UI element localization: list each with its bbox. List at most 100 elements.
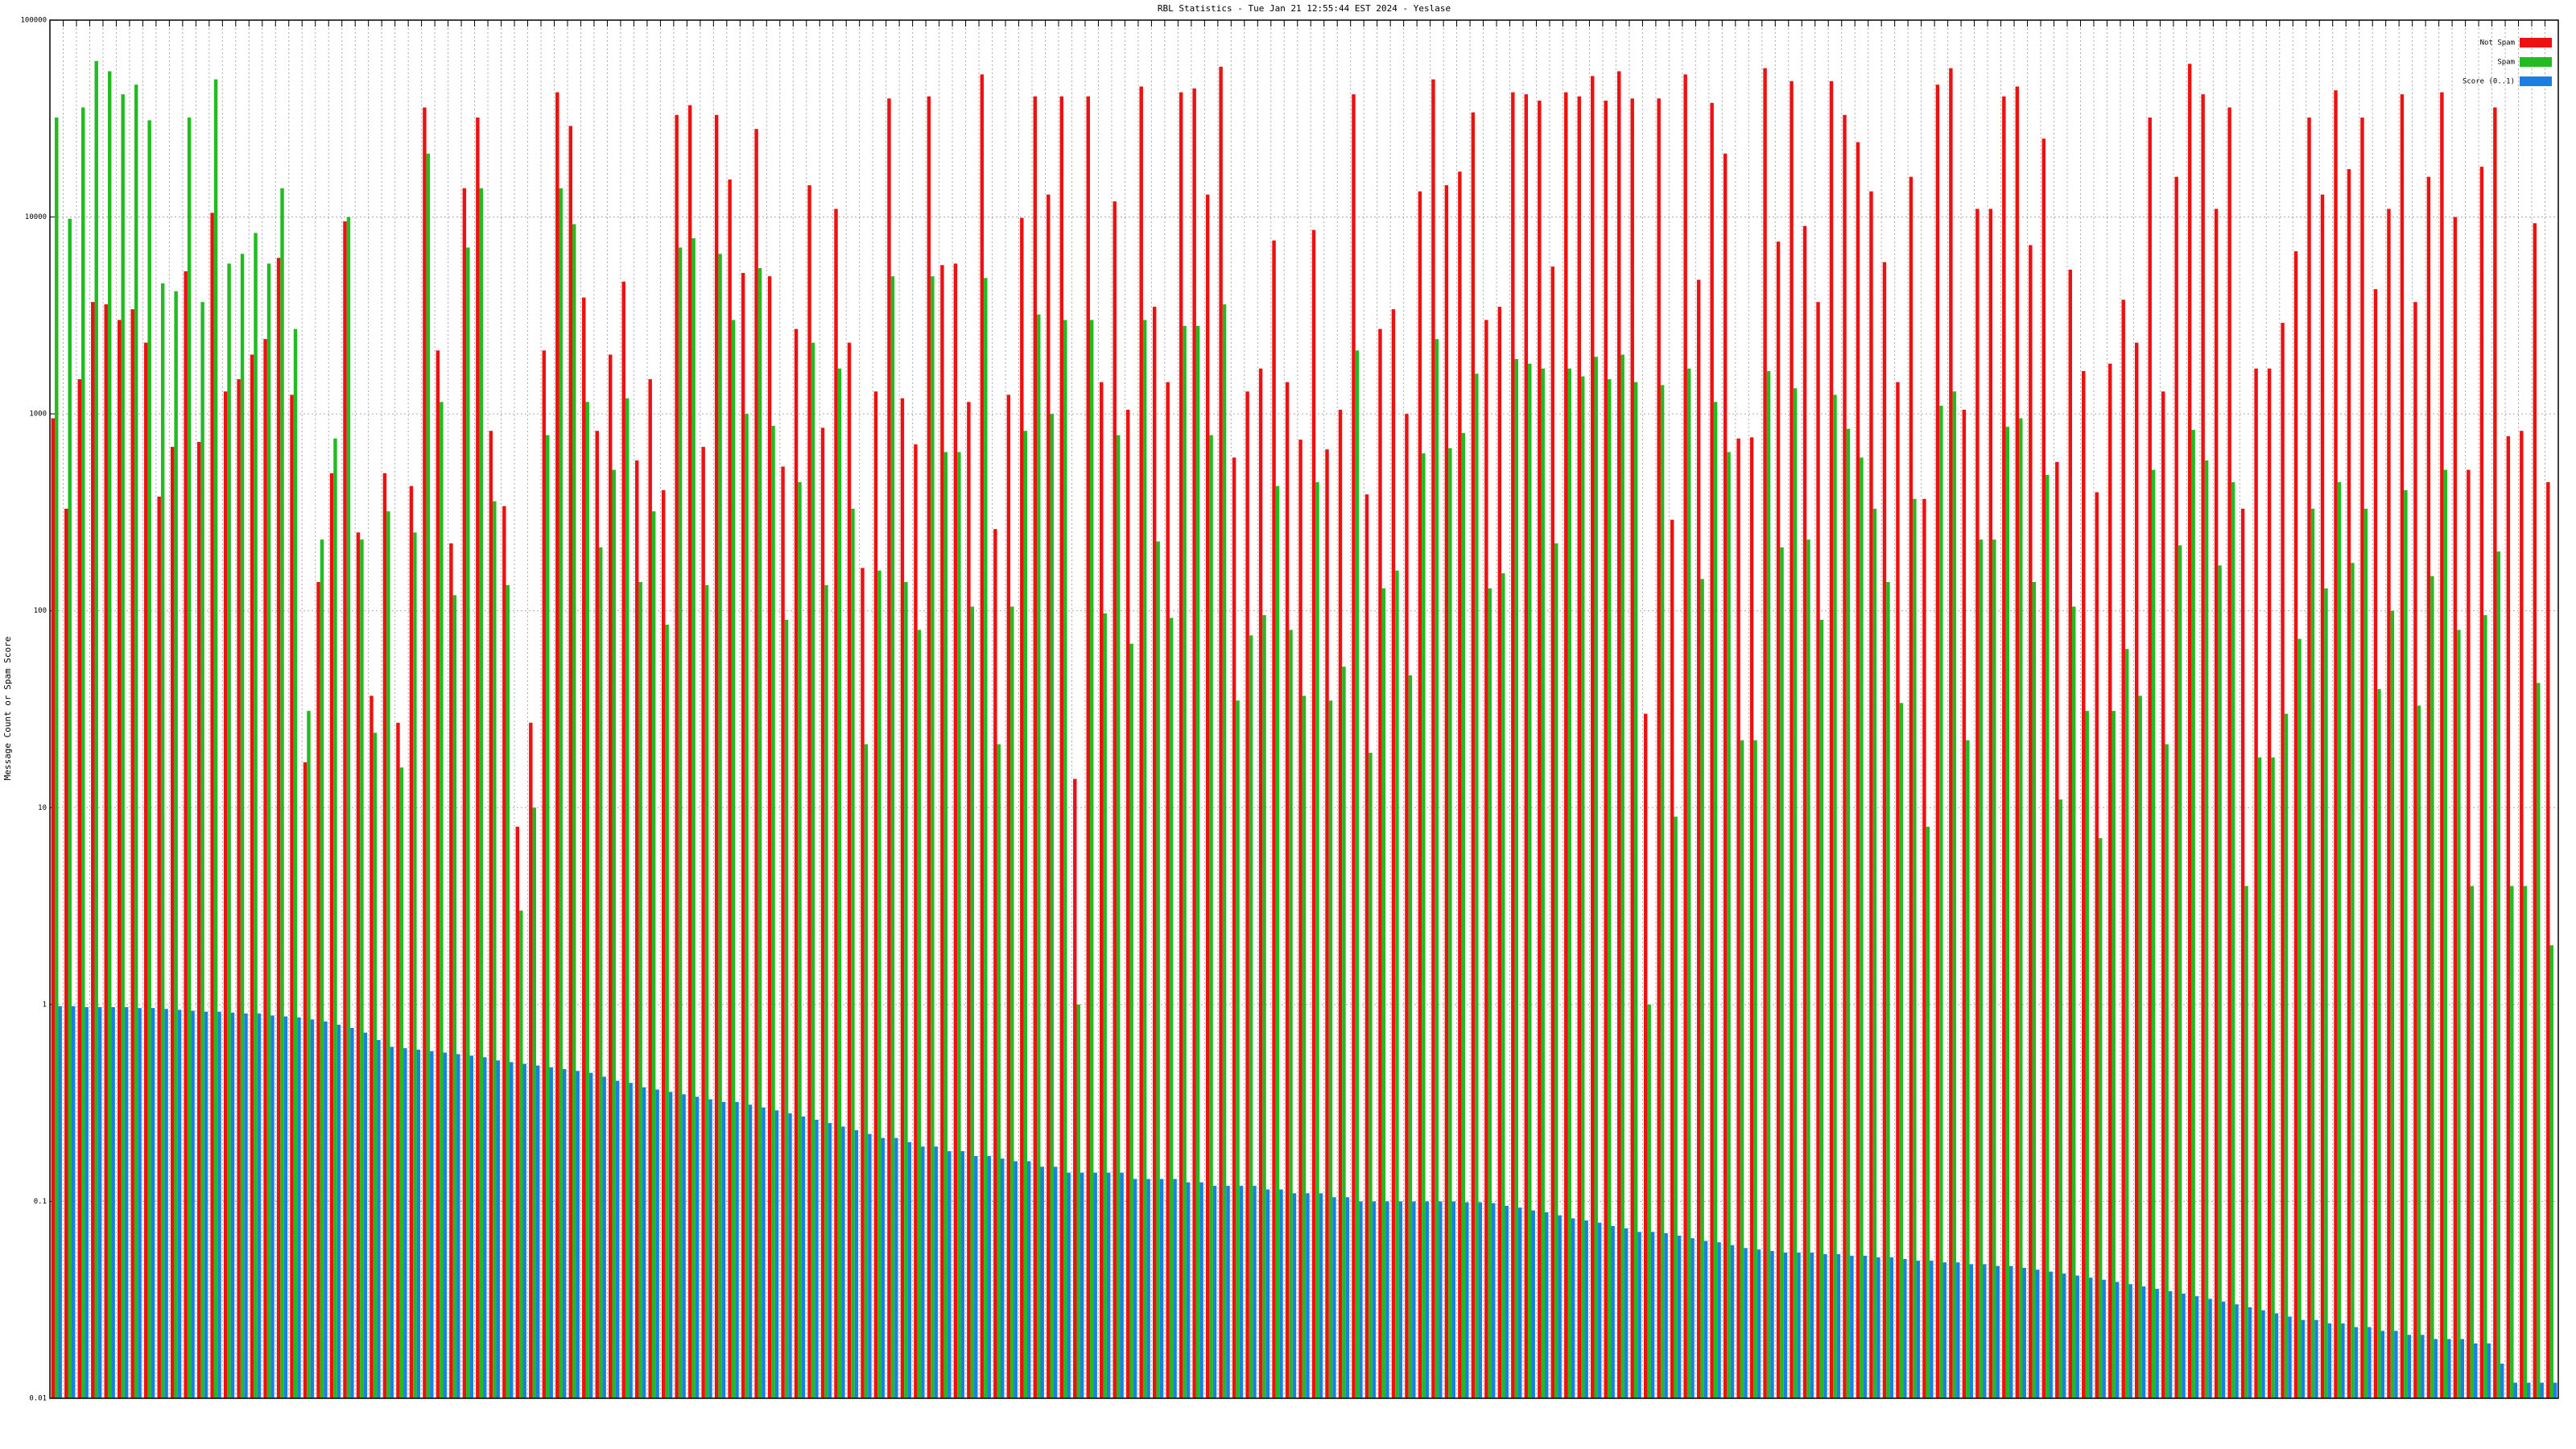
- bar: [2062, 1274, 2066, 1398]
- bar: [55, 118, 59, 1399]
- bar: [1116, 435, 1121, 1398]
- bar: [1053, 1166, 1058, 1398]
- bar: [2115, 1282, 2120, 1398]
- bar: [1802, 225, 1807, 1398]
- bar: [2182, 1294, 2186, 1398]
- bar: [549, 1067, 553, 1398]
- bar: [1558, 1215, 1562, 1398]
- bar: [1342, 667, 1346, 1398]
- bar: [841, 1126, 845, 1398]
- bar: [2102, 1279, 2106, 1398]
- bar: [970, 606, 975, 1398]
- bar: [943, 452, 948, 1399]
- bar: [1222, 304, 1227, 1398]
- bar: [329, 473, 334, 1399]
- bar: [940, 265, 944, 1398]
- bar: [2288, 1316, 2292, 1398]
- bar: [762, 1107, 766, 1398]
- bar: [555, 92, 559, 1398]
- bar: [921, 1146, 925, 1398]
- bar: [1113, 201, 1117, 1399]
- bar: [1475, 374, 1479, 1398]
- bar: [1298, 440, 1302, 1399]
- bar: [1988, 208, 1993, 1398]
- bar: [196, 442, 201, 1398]
- bar: [2430, 576, 2434, 1398]
- bar: [1766, 370, 1771, 1398]
- bar: [426, 153, 431, 1399]
- bar: [360, 539, 364, 1398]
- bar: [2404, 489, 2408, 1398]
- bar: [1027, 1161, 1031, 1398]
- chart-title: RBL Statistics - Tue Jan 21 12:55:44 EST…: [1158, 3, 1451, 14]
- bar: [1703, 1241, 1708, 1398]
- bar: [377, 1039, 381, 1398]
- bar: [2334, 90, 2338, 1398]
- bar: [1040, 1166, 1044, 1398]
- bar: [602, 1076, 606, 1398]
- bar: [466, 247, 470, 1398]
- bar: [1001, 1158, 1005, 1398]
- bar: [546, 435, 550, 1398]
- bar: [642, 1087, 646, 1398]
- bar: [2155, 1288, 2159, 1398]
- bar: [2513, 1382, 2517, 1398]
- bar: [1696, 279, 1701, 1398]
- bar: [469, 1055, 474, 1398]
- bar: [1006, 394, 1011, 1399]
- bar: [2088, 1278, 2093, 1398]
- bar: [1776, 242, 1781, 1398]
- bar: [324, 1021, 328, 1398]
- bar: [974, 1156, 978, 1398]
- bar: [2035, 1269, 2040, 1398]
- bar: [107, 71, 112, 1398]
- bar: [529, 722, 533, 1398]
- bar: [2510, 886, 2514, 1398]
- bar: [111, 1007, 115, 1398]
- bar: [837, 368, 842, 1399]
- bar: [1677, 1235, 1682, 1398]
- bar: [290, 394, 294, 1399]
- bar: [1129, 643, 1133, 1398]
- bar: [2457, 630, 2461, 1398]
- bar: [1647, 1004, 1651, 1398]
- bar: [1439, 1201, 1443, 1398]
- bar: [1488, 588, 1492, 1398]
- bar: [2324, 588, 2328, 1398]
- bar: [1173, 1179, 1177, 1398]
- bar: [1033, 96, 1038, 1398]
- bar: [2138, 696, 2142, 1398]
- bar: [1067, 1172, 1071, 1398]
- bar: [336, 1024, 341, 1398]
- bar: [568, 126, 573, 1399]
- bar: [1829, 80, 1834, 1399]
- bar: [1385, 1201, 1389, 1398]
- bar: [1896, 382, 1900, 1398]
- bar: [1063, 320, 1067, 1398]
- bar: [748, 1104, 753, 1398]
- bar: [1103, 613, 1107, 1398]
- bar: [134, 85, 138, 1398]
- bar: [2214, 208, 2219, 1398]
- bar: [2351, 563, 2355, 1398]
- bar: [1846, 428, 1851, 1398]
- bar: [708, 1099, 712, 1398]
- bar: [1166, 382, 1170, 1398]
- bar: [1080, 1172, 1084, 1398]
- bar: [1478, 1202, 1483, 1398]
- bar: [2141, 1286, 2146, 1398]
- bar: [904, 581, 908, 1398]
- bar: [1368, 753, 1373, 1398]
- bar: [1465, 1202, 1469, 1398]
- bar: [2218, 565, 2222, 1399]
- bar: [213, 79, 218, 1399]
- bar: [625, 398, 630, 1399]
- bar: [820, 427, 825, 1398]
- bar: [1550, 266, 1555, 1398]
- bar: [1471, 112, 1476, 1398]
- bar: [1023, 431, 1028, 1399]
- bar: [1753, 740, 1757, 1398]
- bar: [1816, 302, 1820, 1398]
- bar: [2208, 1298, 2212, 1398]
- bar: [489, 431, 493, 1399]
